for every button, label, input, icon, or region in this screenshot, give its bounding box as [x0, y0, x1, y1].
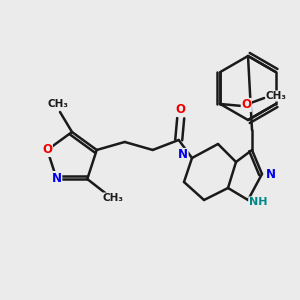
Text: CH₃: CH₃	[266, 91, 287, 101]
Text: N: N	[52, 172, 62, 184]
Text: O: O	[42, 143, 52, 157]
Text: O: O	[176, 103, 186, 116]
Text: CH₃: CH₃	[47, 99, 68, 109]
Text: O: O	[241, 98, 251, 112]
Text: NH: NH	[249, 197, 267, 207]
Text: N: N	[178, 148, 188, 161]
Text: N: N	[266, 167, 276, 181]
Text: CH₃: CH₃	[103, 193, 124, 203]
